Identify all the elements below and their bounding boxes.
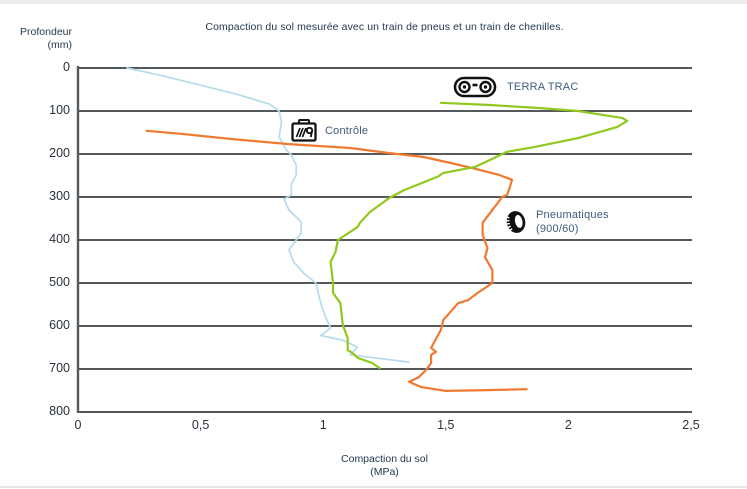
legend-label-controle: Contrôle xyxy=(325,124,369,137)
track-icon xyxy=(453,76,497,98)
x-tick-1: 1 xyxy=(319,418,327,432)
x-tick-2: 2 xyxy=(564,418,572,432)
page-top-border xyxy=(0,0,747,4)
y-tick-100: 100 xyxy=(49,103,70,117)
y-tick-400: 400 xyxy=(49,232,70,246)
x-tick-0: 0 xyxy=(74,418,82,432)
y-tick-700: 700 xyxy=(49,361,70,375)
y-axis-label-line1: Profondeur xyxy=(20,26,72,38)
x-tick-1-5: 1,5 xyxy=(437,418,455,432)
y-tick-800: 800 xyxy=(49,404,70,418)
legend-label-pneumatiques: Pneumatiques (900/60) xyxy=(536,208,609,236)
y-tick-500: 500 xyxy=(49,275,70,289)
x-tick-0-5: 0,5 xyxy=(191,418,210,432)
legend-label-terra-trac: TERRA TRAC xyxy=(507,81,579,93)
y-tick-0: 0 xyxy=(63,60,70,74)
legend-controle: Contrôle xyxy=(291,119,368,142)
series-contr-le xyxy=(126,67,410,363)
y-tick-600: 600 xyxy=(49,318,70,332)
y-tick-300: 300 xyxy=(49,189,70,203)
legend-pneumatiques: Pneumatiques (900/60) xyxy=(504,208,609,236)
page-bottom-border xyxy=(0,486,747,488)
legend-label-pneumatiques-line2: (900/60) xyxy=(536,223,579,235)
tire-icon xyxy=(504,209,528,235)
x-axis-label: Compaction du sol (MPa) xyxy=(78,453,691,479)
control-box-icon xyxy=(291,119,317,142)
y-tick-200: 200 xyxy=(49,146,70,160)
series-pneumatiques-900-60- xyxy=(145,129,528,392)
y-axis-label: Profondeur (mm) xyxy=(0,26,72,52)
legend-terra-trac: TERRA TRAC xyxy=(453,76,578,98)
legend-label-pneumatiques-line1: Pneumatiques xyxy=(536,209,609,221)
chart-title: Compaction du sol mesurée avec un train … xyxy=(205,21,564,33)
x-axis-label-line1: Compaction du sol xyxy=(341,453,428,465)
y-axis-label-line2: (mm) xyxy=(47,39,73,51)
x-tick-2-5: 2,5 xyxy=(682,418,700,432)
series-terra-trac xyxy=(329,101,629,370)
x-axis-label-line2: (MPa) xyxy=(370,466,399,478)
